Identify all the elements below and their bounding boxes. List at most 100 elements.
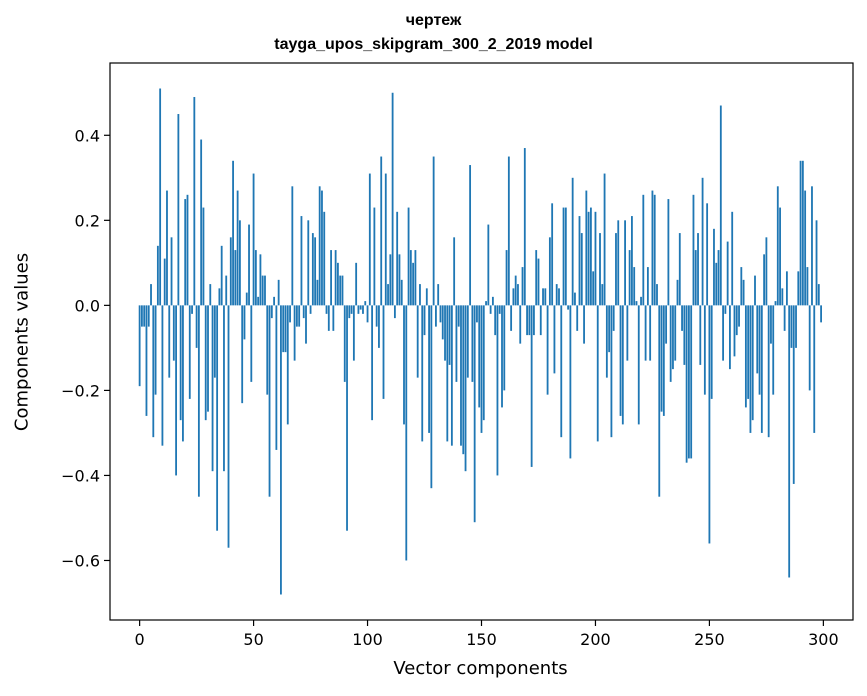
- bar: [188, 305, 191, 399]
- bar: [699, 305, 702, 365]
- bar: [701, 177, 704, 306]
- bar: [439, 305, 442, 323]
- bar: [651, 190, 654, 306]
- bar: [191, 305, 193, 314]
- bar: [441, 305, 444, 340]
- bar: [166, 190, 168, 306]
- bar: [466, 305, 469, 378]
- bar: [220, 245, 223, 306]
- y-tick-label: −0.2: [61, 381, 100, 400]
- bar: [799, 160, 802, 306]
- bar: [400, 279, 403, 306]
- bar: [678, 233, 681, 306]
- bar: [551, 203, 554, 306]
- bar: [419, 284, 421, 306]
- bar: [156, 245, 159, 306]
- bar: [603, 173, 606, 306]
- bar: [211, 305, 214, 472]
- bar: [446, 305, 449, 442]
- bar: [398, 254, 401, 306]
- bar: [756, 305, 759, 374]
- bar: [359, 305, 362, 310]
- bar: [779, 207, 781, 306]
- bar: [309, 305, 312, 314]
- x-tick-label: 150: [466, 630, 497, 649]
- bar: [795, 305, 797, 348]
- bar: [747, 305, 750, 399]
- bar: [282, 305, 285, 353]
- bar: [334, 250, 337, 306]
- bar: [770, 305, 772, 344]
- bar: [744, 305, 747, 408]
- bar: [389, 254, 392, 306]
- bar: [152, 305, 155, 438]
- bar: [172, 305, 175, 361]
- bar: [592, 271, 595, 306]
- bar: [776, 186, 779, 306]
- x-axis-ticks: 0 50 100 150 200 250 300: [135, 620, 839, 649]
- bar: [289, 305, 291, 323]
- bar: [348, 305, 351, 319]
- bar: [409, 250, 412, 306]
- bar: [553, 305, 556, 374]
- bar: [599, 233, 601, 306]
- bar: [715, 262, 718, 306]
- bar: [510, 305, 513, 331]
- bar: [585, 190, 588, 306]
- bar: [141, 305, 143, 327]
- bar: [480, 305, 483, 433]
- bar: [485, 301, 487, 306]
- bar: [321, 190, 323, 306]
- bar: [558, 288, 560, 306]
- bar: [820, 305, 822, 323]
- bar: [261, 275, 264, 306]
- bar: [735, 305, 738, 336]
- bar: [489, 305, 492, 314]
- x-tick-label: 100: [352, 630, 383, 649]
- bar: [526, 305, 528, 336]
- bar: [393, 305, 396, 319]
- bar: [571, 177, 574, 306]
- x-tick-label: 50: [243, 630, 263, 649]
- bar: [414, 250, 417, 306]
- bar: [382, 305, 385, 399]
- bar: [473, 305, 476, 523]
- bar: [469, 165, 472, 306]
- bar: [772, 305, 775, 395]
- bar: [628, 250, 631, 306]
- bar: [318, 186, 321, 306]
- bar: [619, 305, 622, 416]
- bar: [580, 233, 583, 306]
- bar: [496, 305, 499, 476]
- bar: [332, 305, 335, 331]
- bar: [783, 305, 786, 331]
- bar: [259, 254, 262, 306]
- bar: [617, 220, 620, 306]
- bar: [767, 305, 770, 438]
- bar: [672, 305, 674, 370]
- bar: [722, 305, 724, 361]
- bar: [213, 305, 216, 378]
- bar: [341, 275, 344, 306]
- bar: [683, 305, 686, 365]
- bar: [250, 305, 253, 382]
- bar: [368, 173, 371, 306]
- bar: [804, 190, 807, 306]
- bar: [243, 305, 246, 340]
- bar: [455, 305, 458, 382]
- bar: [295, 305, 298, 327]
- bar: [612, 305, 615, 331]
- bar: [168, 305, 171, 378]
- bar: [186, 194, 189, 306]
- bar: [209, 284, 212, 306]
- bar: [330, 250, 332, 306]
- bar: [542, 288, 544, 306]
- bar: [738, 305, 740, 327]
- bar: [476, 305, 478, 323]
- x-tick-label: 0: [135, 630, 145, 649]
- bar: [765, 237, 768, 306]
- bar: [562, 207, 565, 306]
- bar: [662, 305, 665, 416]
- bar: [314, 237, 317, 306]
- bar: [179, 305, 182, 421]
